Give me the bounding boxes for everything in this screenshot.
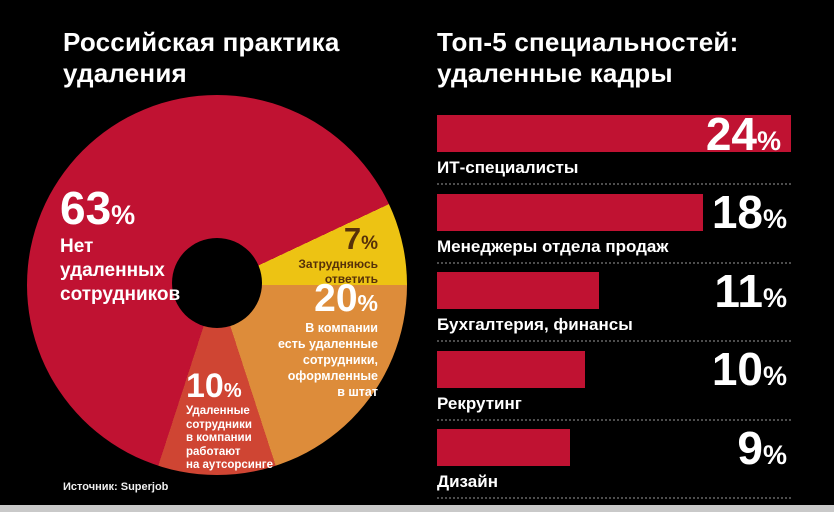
bar-category-label: ИТ-специалисты [437,158,579,177]
bar-category-label: Дизайн [437,472,498,491]
percent-value: 7 [343,221,362,256]
pie-segment-label-no-remote: 63% Нет удаленных сотрудников [60,185,180,307]
donut-hole [172,238,262,328]
footer-strip [0,505,834,512]
percent-value: 10 [186,367,224,405]
bar-recruiting [437,350,585,388]
bar-title-line2: удаленные кадры [437,58,673,88]
pie-title-line2: удаления [63,58,187,88]
pie-title: Российская практика удаления [63,27,340,89]
bar-row: 9% Дизайн [437,425,791,508]
dotted-divider [437,340,791,342]
source-credit: Источник: Superjob [63,481,169,493]
segment-text-line: сотрудники [186,418,252,431]
pie-chart-area: 63% Нет удаленных сотрудников 7% Затрудн… [27,95,407,475]
pie-segment-label-outsource: 10% Удаленные сотрудники в компании рабо… [186,369,273,473]
bar-value: 18% [711,186,787,238]
bar-title-line1: Топ-5 специальностей: [437,27,739,57]
bar-track: 11% [437,268,791,314]
bar-value: 11% [714,264,787,317]
dotted-divider [437,497,791,499]
segment-text-line: на аутсорсинге [186,459,273,471]
bar-row: 18% Менеджеры отдела продаж [437,189,791,273]
bar-category-label: Менеджеры отдела продаж [437,236,669,256]
bar-design [437,429,570,466]
segment-text-line: сотрудников [60,284,181,305]
segment-text-line: Нет [60,236,94,257]
percent-sign: % [111,200,136,230]
pie-segment-label-undecided: 7% Затрудняюсь ответить [298,223,378,287]
bar-title: Топ-5 специальностей: удаленные кадры [437,27,738,89]
bar-finance [437,272,600,309]
bar-track: 10% [437,346,791,392]
bar-row: 10% Рекрутинг [437,346,791,430]
segment-text-line: удаленных [60,260,165,281]
percent-sign: % [756,125,781,156]
bar-track: 9% [437,425,791,471]
bar-track: 24% [437,111,791,157]
bar-value: 24% [705,107,781,160]
percent-sign: % [762,439,787,470]
segment-text-line: в компании [186,432,252,444]
segment-text-line: Удаленные [186,405,250,417]
bar-chart: 24% ИТ-специалисты 18% Менеджеры отдела … [437,111,791,508]
bar-category-label: Рекрутинг [437,393,522,413]
dotted-divider [437,261,791,264]
segment-text-line: оформленные [287,369,378,383]
bar-value: 10% [711,343,787,395]
bar-sales [437,193,703,231]
pie-segment-label-staff-remote: 20% В компании есть удаленные сотрудники… [278,279,378,400]
percent-sign: % [357,290,378,316]
percent-sign: % [762,204,787,234]
percent-sign: % [762,361,787,391]
segment-text-line: ответить [324,272,378,286]
segment-text-line: сотрудники, [302,353,378,367]
percent-sign: % [762,282,787,313]
segment-text-line: есть удаленные [278,337,378,351]
bar-row: 11% Бухгалтерия, финансы [437,268,791,351]
percent-value: 63 [60,182,112,234]
percent-sign: % [223,380,242,402]
segment-text-line: Затрудняюсь [298,257,378,271]
dotted-divider [437,418,791,421]
dotted-divider [437,183,791,185]
percent-value: 20 [314,277,358,320]
percent-sign: % [361,233,378,254]
bar-it [437,115,791,152]
segment-text-line: в штат [337,385,378,399]
bar-row: 24% ИТ-специалисты [437,111,791,194]
bar-value: 9% [737,421,787,474]
bar-category-label: Бухгалтерия, финансы [437,315,633,334]
bar-track: 18% [437,189,791,235]
pie-title-line1: Российская практика [63,27,340,57]
segment-text-line: В компании [305,321,378,335]
segment-text-line: работают [186,445,241,458]
